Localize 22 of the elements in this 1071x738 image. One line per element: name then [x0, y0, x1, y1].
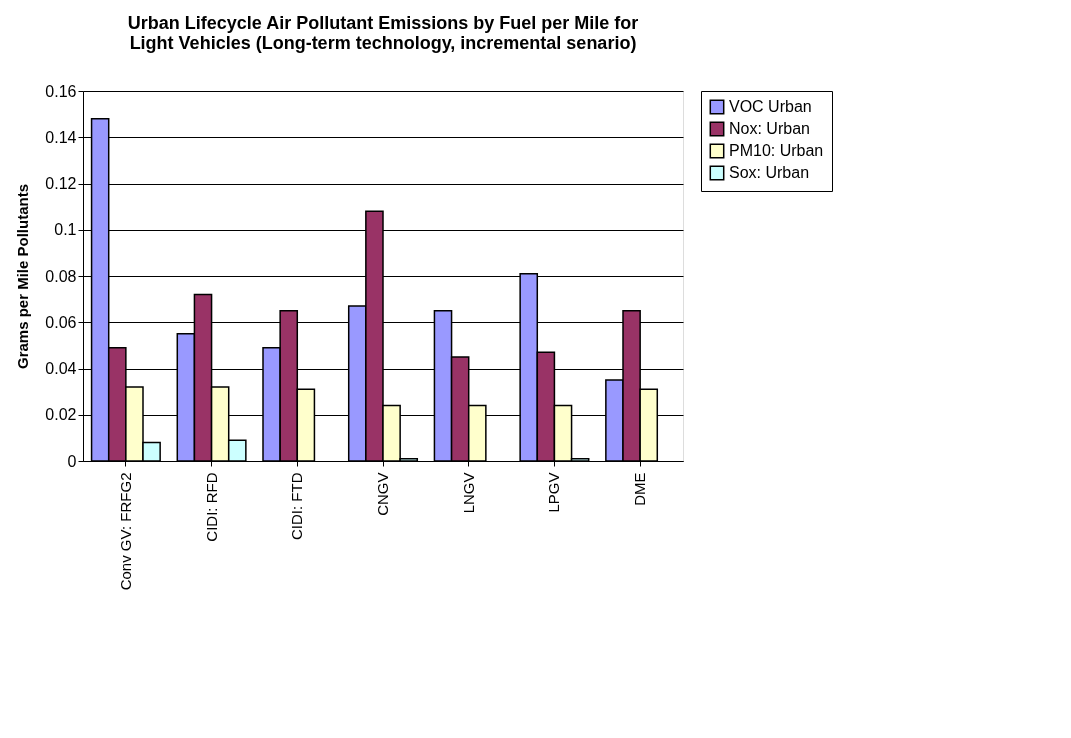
- x-tick-label: LPGV: [545, 472, 563, 513]
- chart-title: Urban Lifecycle Air Pollutant Emissions by Fuel per Mile for Light Vehicles (Long-term technology, incremental senario): [127, 13, 639, 53]
- legend-label: VOC Urban: [729, 98, 812, 115]
- y-axis-title: Grams per Mile Pollutants: [14, 183, 32, 370]
- y-tick-label: 0.04: [45, 360, 77, 377]
- x-tick-label: Conv GV: FRFG2: [116, 472, 134, 591]
- y-tick-label: 0: [67, 452, 77, 470]
- y-tick-label: 0.14: [45, 128, 77, 146]
- y-tick-label: 0.16: [45, 82, 77, 100]
- legend-label: PM10: Urban: [729, 142, 824, 159]
- x-tick-label: CIDI: FTD: [288, 472, 306, 540]
- x-tick-label: CIDI: RFD: [202, 472, 220, 542]
- y-tick-label: 0.1: [54, 221, 77, 239]
- y-tick-label: 0.06: [45, 313, 77, 331]
- y-tick-label: 0.02: [45, 406, 77, 424]
- legend-label: Sox: Urban: [729, 164, 810, 181]
- x-tick-label: CNGV: [374, 472, 391, 516]
- legend-label: Nox: Urban: [729, 120, 810, 137]
- x-tick-label: DME: [631, 472, 649, 506]
- y-tick-label: 0.12: [45, 175, 77, 192]
- x-tick-label: LNGV: [459, 472, 477, 514]
- y-tick-label: 0.08: [45, 267, 77, 285]
